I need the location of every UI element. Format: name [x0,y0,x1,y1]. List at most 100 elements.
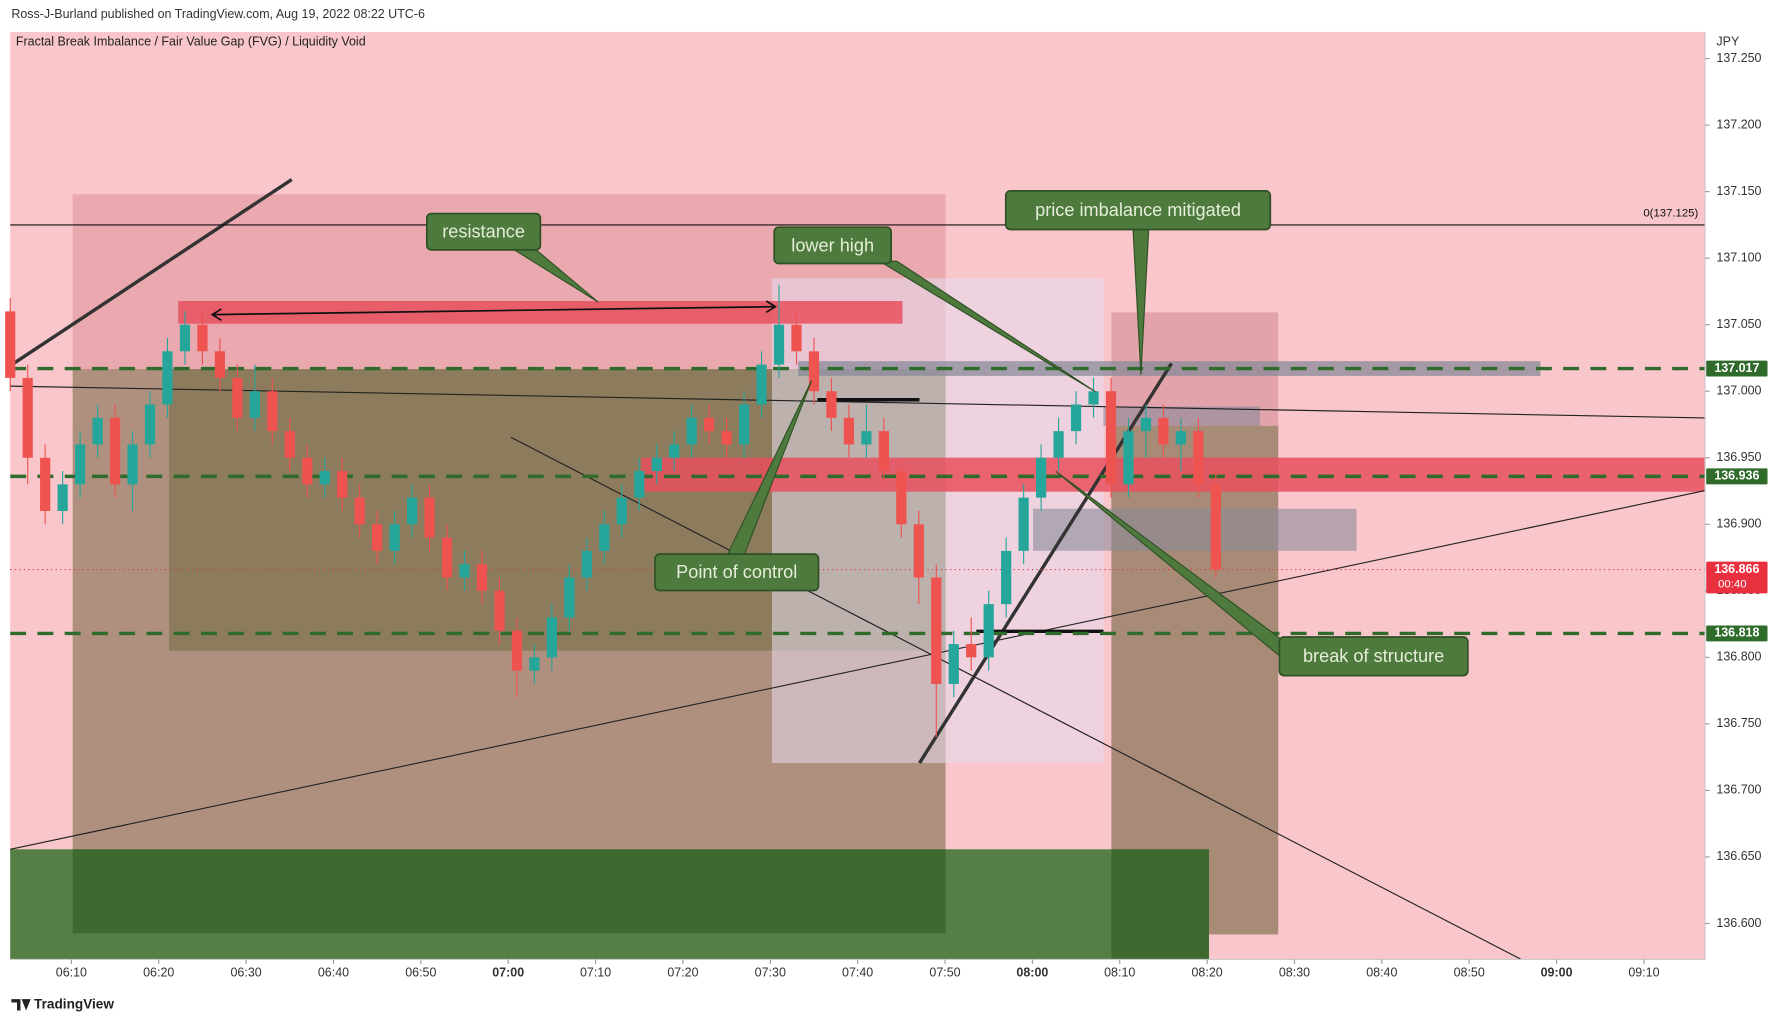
y-tick-label: 137.200 [1716,117,1761,131]
y-tick-label: 136.650 [1716,849,1761,863]
time-axis [0,959,1780,1022]
source-line: Ross-J-Burland published on TradingView.… [11,7,425,21]
annotations: resistance lower high price imbalance miti… [16,34,1469,677]
drawings [9,178,1706,960]
candle-body [109,417,121,485]
x-tick-label: 06:30 [230,965,261,979]
y-tick-label: 136.950 [1716,450,1761,464]
candle-body [1123,431,1134,485]
candle-body [494,590,505,631]
y-tick-label: 136.750 [1716,716,1761,730]
price-label: 137.017 [1714,361,1759,375]
candle-body [896,471,907,525]
y-tick-label: 137.150 [1716,184,1761,198]
trend-line [918,362,1173,764]
x-tick-label: 08:50 [1454,965,1485,979]
candle-body [354,497,365,525]
candle-body [948,644,959,684]
candle-body [372,524,383,551]
candle-body [459,564,470,578]
candle-body [267,391,278,432]
x-tick-label: 08:00 [1016,965,1048,979]
candle-body [966,644,977,658]
y-tick-label: 136.800 [1716,650,1761,664]
candle-body [511,630,523,671]
trend-line [10,385,1706,419]
candle-body [843,417,855,445]
candle-body [214,351,225,378]
candle-body [808,351,820,392]
candle-body [913,524,924,578]
candle-body [546,617,557,658]
candle-body [599,524,610,551]
candle-body [144,404,156,445]
countdown: 00:40 [1718,578,1746,590]
candle-body [406,497,418,525]
candle-body [1088,391,1099,405]
callout-box [654,553,820,592]
price-label: 136.866 [1714,562,1759,576]
candle-body [92,417,103,445]
candle-body [878,431,889,472]
price-label-box [1706,561,1768,594]
candle-body [284,431,295,458]
candle-body [1018,497,1029,551]
candle-body [441,537,453,578]
candle-body [1053,431,1064,458]
candle-body [1001,550,1012,605]
price-label-box [1706,468,1768,485]
x-tick-label: 08:40 [1366,965,1397,979]
callout-text: Point of control [676,562,797,582]
callout-text: resistance [442,222,525,242]
callout-text: lower high [791,235,874,255]
y-tick-label: 137.050 [1716,317,1761,331]
candle-body [1105,391,1117,485]
x-tick-label: 07:40 [842,965,873,979]
trend-line [10,490,1706,850]
candle-body [319,471,330,485]
price-label: 136.818 [1714,626,1759,640]
candle-body [232,377,243,418]
x-tick-label: 07:10 [580,965,611,979]
candle-body [74,444,86,485]
price-label-box [1706,625,1768,642]
brand: TradingView [34,996,114,1011]
brand-logo [11,999,31,1011]
axes: 136.600 136.650 136.700 136.750 136.800 136.8… [56,51,1768,979]
candle-body [1036,457,1047,498]
candle-body [581,550,592,578]
zone [72,849,946,934]
x-tick-label: 09:10 [1628,965,1659,979]
currency: JPY [1716,34,1740,48]
x-tick-label: 06:20 [143,965,174,979]
y-tick-label: 136.900 [1716,517,1761,531]
candle-body [686,417,697,445]
x-tick-label: 06:50 [405,965,436,979]
trend-line [9,178,293,368]
candle-body [389,524,400,551]
candle-body [1193,431,1204,485]
callout-box [425,212,542,251]
y-tick-label: 137.250 [1716,51,1761,65]
callout-text: price imbalance mitigated [1035,200,1241,220]
x-tick-label: 08:30 [1279,965,1310,979]
callout-box [1278,636,1469,677]
y-tick-label: 137.000 [1716,384,1761,398]
x-tick-label: 07:50 [929,965,960,979]
candle-body [616,497,627,525]
chart-title: Fractal Break Imbalance / Fair Value Gap… [16,34,366,48]
candle-body [22,377,33,458]
callout-box [773,226,892,265]
price-label: 136.936 [1714,469,1759,483]
candle-body [773,324,785,365]
candle-body [476,564,488,591]
candle-body [249,391,260,418]
candle-body [564,577,575,618]
candle-body [302,457,313,485]
candle-body [721,431,732,445]
candle-body [40,457,51,511]
candles: 0(137.125) [5,208,1706,738]
candle-body [669,444,680,458]
